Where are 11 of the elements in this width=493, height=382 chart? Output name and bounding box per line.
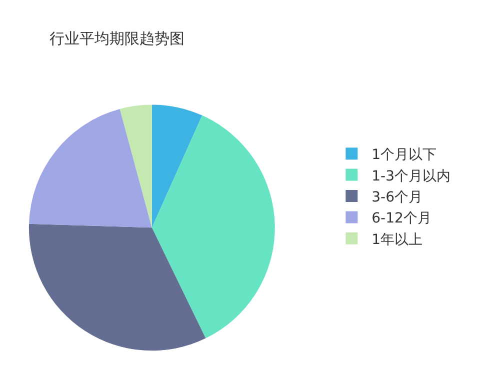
pie-slice [28,224,206,350]
legend-label: 1年以上 [372,232,423,248]
legend-label: 1个月以下 [372,147,437,164]
pie-slice [28,108,152,228]
pie-slice [152,115,275,338]
chart-title: 行业平均期限趋势图 [49,29,184,48]
legend-label: 1-3个月以内 [372,168,451,184]
pie-slice [152,104,202,228]
legend-label: 6-12个月 [372,210,432,227]
pie-slice [120,104,152,228]
legend-label: 3-6个月 [372,189,423,206]
